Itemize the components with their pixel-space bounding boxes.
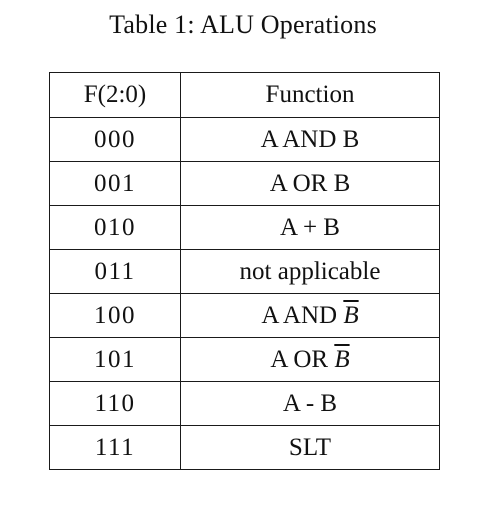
code-cell: 011 (49, 249, 181, 294)
table-row: 001 A OR B (49, 161, 440, 206)
function-cell: A AND B (180, 117, 440, 162)
table-header-row: F(2:0) Function (49, 72, 440, 118)
function-cell: A - B (180, 381, 440, 426)
table-row: 111 SLT (49, 425, 440, 470)
code-cell: 101 (49, 337, 181, 382)
function-cell: SLT (180, 425, 440, 470)
code-cell: 110 (49, 381, 181, 426)
table-row: 110 A - B (49, 381, 440, 426)
table-row: 101 A OR B (49, 337, 440, 382)
code-cell: 010 (49, 205, 181, 250)
table-row: 010 A + B (49, 205, 440, 250)
function-cell: A + B (180, 205, 440, 250)
table-row: 100 A AND B (49, 293, 440, 338)
function-cell: A OR B (180, 161, 440, 206)
code-cell: 111 (49, 425, 181, 470)
function-cell: A OR B (180, 337, 440, 382)
table-caption: Table 1: ALU Operations (109, 10, 377, 39)
header-function: Function (180, 72, 440, 118)
function-cell: A AND B (180, 293, 440, 338)
code-cell: 000 (49, 117, 181, 162)
table-row: 011 not applicable (49, 249, 440, 294)
table-row: 000 A AND B (49, 117, 440, 162)
function-cell: not applicable (180, 249, 440, 294)
code-cell: 001 (49, 161, 181, 206)
b-complement: B (343, 301, 359, 329)
header-f-code: F(2:0) (49, 72, 181, 118)
alu-operations-table: F(2:0) Function 000 A AND B 001 A OR B 0… (49, 72, 440, 470)
code-cell: 100 (49, 293, 181, 338)
b-complement: B (334, 345, 350, 373)
